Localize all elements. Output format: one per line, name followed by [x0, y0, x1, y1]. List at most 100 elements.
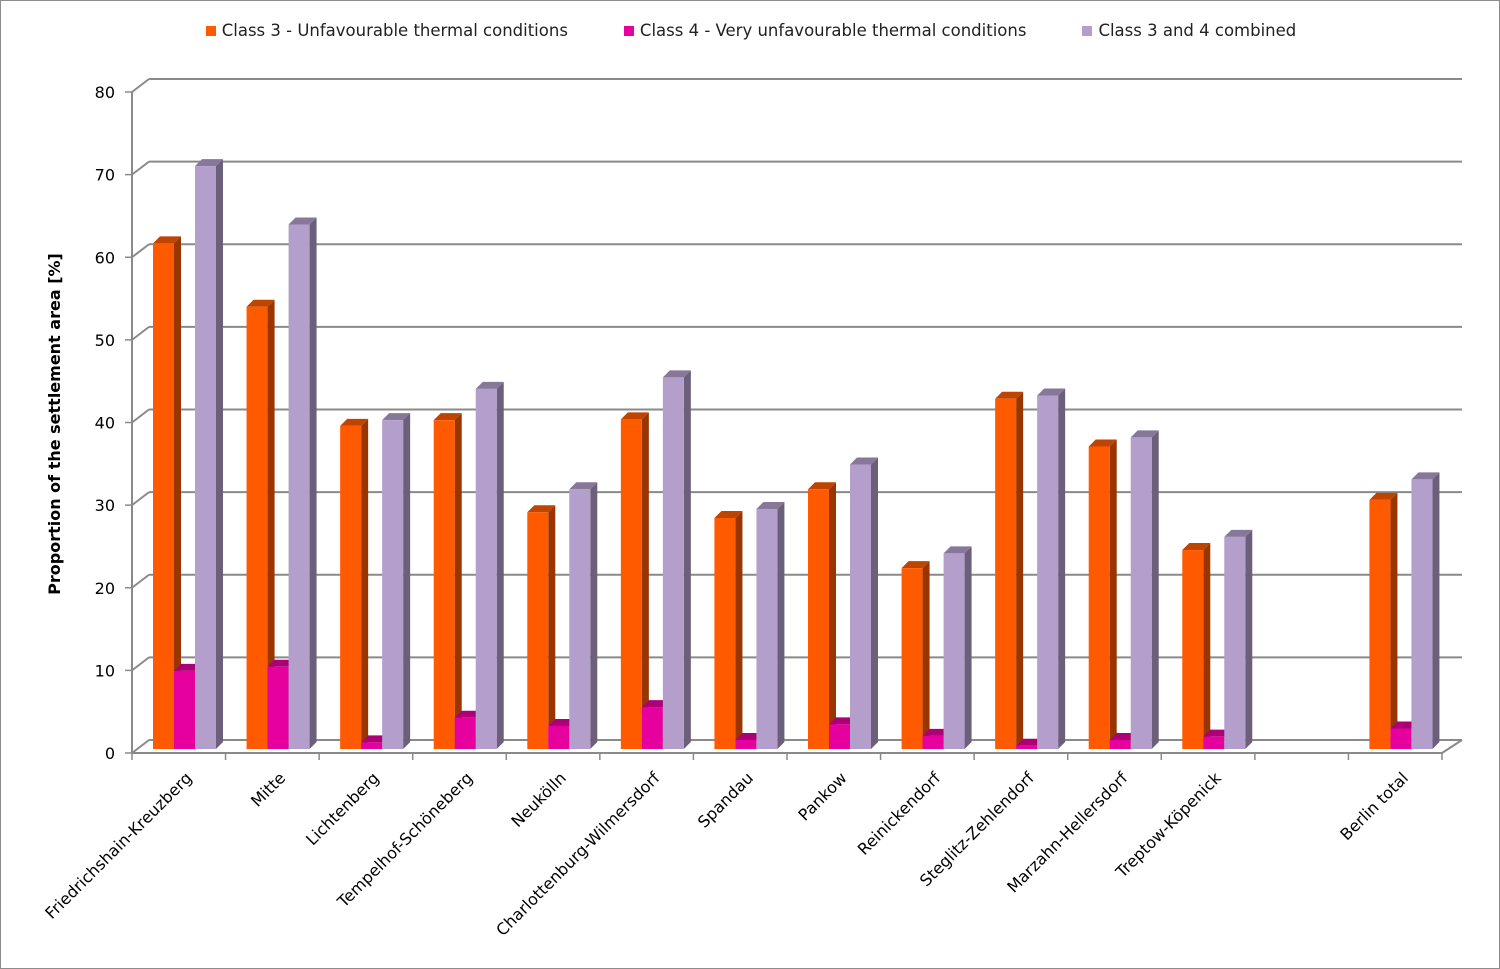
legend-item-combined: Class 3 and 4 combined: [1082, 21, 1296, 40]
legend: Class 3 - Unfavourable thermal condition…: [1, 21, 1499, 40]
legend-label-class3: Class 3 - Unfavourable thermal condition…: [221, 21, 568, 40]
legend-swatch-combined: [1082, 25, 1093, 36]
gridline-wall: [131, 78, 150, 93]
bar-top: [153, 236, 181, 244]
bar-side: [829, 482, 836, 749]
gridline-wall: [131, 491, 150, 506]
x-tick-label: Lichtenberg: [302, 768, 383, 849]
bar-side: [590, 482, 598, 749]
gridline-wall: [131, 656, 150, 672]
bar-1: [454, 717, 476, 749]
legend-label-class4: Class 4 - Very unfavourable thermal cond…: [639, 21, 1027, 40]
x-tick-label: Treptow-Köpenick: [1111, 768, 1225, 882]
gridline-wall: [131, 243, 150, 259]
bar-side: [309, 217, 317, 750]
legend-label-combined: Class 3 and 4 combined: [1098, 21, 1297, 40]
gridline-wall: [131, 160, 150, 176]
bar-top: [901, 561, 930, 569]
bar-top: [1037, 388, 1066, 396]
y-tick-label: 40: [95, 414, 115, 433]
bar-side: [1016, 391, 1024, 749]
y-axis-title: Proportion of the settlement area [%]: [45, 253, 64, 595]
legend-swatch-class4: [623, 25, 634, 36]
bar-1: [641, 707, 663, 749]
gridline-wall: [131, 326, 150, 341]
bar-top: [195, 159, 223, 167]
floor-edge: [1441, 739, 1463, 754]
bar-top: [288, 217, 317, 225]
bar-top: [662, 370, 691, 378]
bar-side: [1109, 439, 1117, 749]
y-tick-label: 50: [95, 331, 115, 350]
bar-side: [361, 418, 369, 749]
bar-2: [1130, 437, 1152, 749]
bar-0: [901, 568, 923, 749]
bar-top: [246, 299, 275, 307]
bar-top: [714, 510, 743, 518]
bar-top: [340, 418, 369, 426]
bar-1: [735, 739, 757, 749]
bar-side: [548, 505, 556, 749]
y-tick-label: 80: [95, 83, 115, 102]
x-tick-label: Reinickendorf: [854, 768, 945, 859]
x-tick-label: Mitte: [247, 768, 289, 810]
bar-1: [361, 742, 383, 749]
bar-side: [496, 381, 504, 749]
y-tick-label: 60: [95, 248, 115, 267]
bar-1: [267, 666, 289, 749]
bar-0: [808, 489, 829, 749]
bar-side: [174, 236, 181, 749]
bar-side: [1432, 472, 1440, 749]
bar-side: [683, 370, 691, 749]
bar-top: [808, 482, 836, 490]
y-tick-label: 0: [105, 744, 115, 763]
gridline-wall: [131, 573, 150, 589]
bar-top: [1224, 529, 1253, 537]
bar-top: [1182, 543, 1211, 551]
bar-0: [1369, 499, 1391, 749]
bar-top: [382, 413, 411, 421]
bar-top: [1130, 430, 1159, 438]
x-tick-label: Pankow: [794, 768, 850, 824]
bar-side: [1203, 543, 1211, 749]
y-tick-label: 70: [95, 166, 115, 185]
bar-side: [1058, 388, 1066, 749]
bar-side: [216, 159, 223, 750]
bar-2: [1037, 395, 1059, 749]
bar-top: [850, 457, 878, 465]
bar-side: [454, 413, 462, 749]
legend-item-class4: Class 4 - Very unfavourable thermal cond…: [623, 21, 1027, 40]
x-tick-label: Charlottenburg-Wilmersdorf: [492, 768, 664, 940]
y-tick-label: 30: [95, 496, 115, 515]
bar-1: [1390, 728, 1412, 749]
bar-0: [1182, 550, 1204, 749]
bar-top: [475, 381, 504, 389]
legend-item-class3: Class 3 - Unfavourable thermal condition…: [205, 21, 568, 40]
bar-side: [267, 299, 275, 749]
bar-0: [246, 306, 268, 749]
bar-1: [548, 725, 570, 749]
bar-2: [288, 224, 310, 750]
bar-2: [382, 420, 404, 749]
bar-side: [735, 510, 743, 749]
bar-top: [943, 546, 972, 554]
bar-top: [433, 413, 462, 421]
bar-top: [995, 391, 1024, 399]
bar-0: [995, 398, 1017, 749]
bar-1: [1016, 745, 1038, 749]
bar-0: [340, 425, 362, 749]
bar-side: [641, 412, 649, 749]
bar-1: [829, 724, 850, 749]
bar-2: [569, 489, 591, 749]
bar-2: [1411, 479, 1433, 749]
x-tick-label: Neukölln: [507, 768, 570, 831]
bar-top: [1369, 492, 1398, 500]
bar-2: [850, 464, 871, 749]
bar-side: [1245, 529, 1253, 749]
bar-top: [1411, 472, 1440, 480]
bar-2: [662, 377, 684, 749]
legend-swatch-class3: [205, 25, 216, 36]
bar-side: [777, 501, 785, 749]
